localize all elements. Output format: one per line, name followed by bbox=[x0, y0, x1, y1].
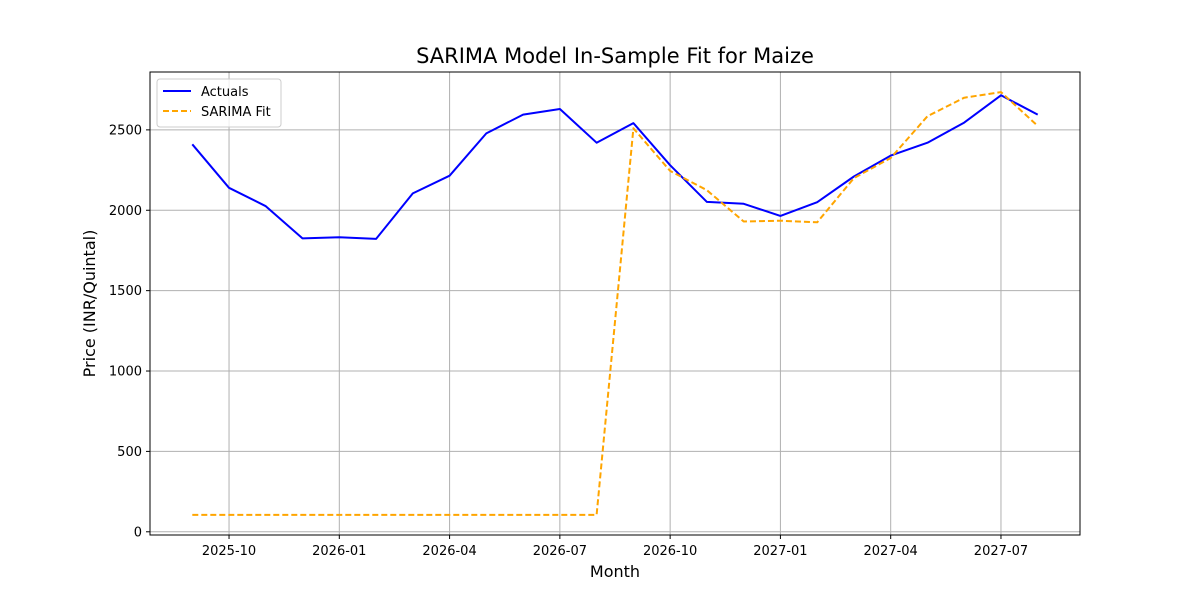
chart-title: SARIMA Model In-Sample Fit for Maize bbox=[416, 44, 814, 68]
x-tick-label: 2027-01 bbox=[753, 544, 807, 559]
y-tick-label: 1000 bbox=[109, 365, 142, 380]
x-tick-label: 2027-07 bbox=[974, 544, 1028, 559]
x-tick-label: 2026-01 bbox=[312, 544, 366, 559]
y-tick-label: 2500 bbox=[109, 123, 142, 138]
series-line-actuals bbox=[191, 94, 1039, 240]
legend: Actuals SARIMA Fit bbox=[156, 78, 282, 128]
y-tick-label: 1500 bbox=[109, 284, 142, 299]
legend-label-sarima-fit: SARIMA Fit bbox=[201, 105, 271, 120]
series-lines bbox=[191, 91, 1039, 516]
x-tick-label: 2027-04 bbox=[864, 544, 918, 559]
x-tick-label: 2026-07 bbox=[533, 544, 587, 559]
x-axis-ticks: 2025-10 2026-01 2026-04 2026-07 2026-10 2027-… bbox=[202, 535, 1028, 559]
y-tick-label: 2000 bbox=[109, 204, 142, 219]
grid bbox=[150, 72, 1080, 535]
x-tick-label: 2026-10 bbox=[643, 544, 697, 559]
plot-frame bbox=[149, 71, 1081, 536]
x-tick-label: 2025-10 bbox=[202, 544, 256, 559]
series-line-sarima-fit bbox=[192, 91, 1039, 516]
y-axis-label: Price (INR/Quintal) bbox=[80, 230, 99, 378]
x-tick-label: 2026-04 bbox=[422, 544, 476, 559]
y-tick-label: 0 bbox=[134, 525, 142, 540]
y-tick-label: 500 bbox=[117, 445, 142, 460]
y-axis-ticks: 0 500 1000 1500 2000 2500 bbox=[109, 123, 150, 540]
x-axis-label: Month bbox=[590, 562, 640, 581]
legend-label-actuals: Actuals bbox=[201, 85, 249, 100]
